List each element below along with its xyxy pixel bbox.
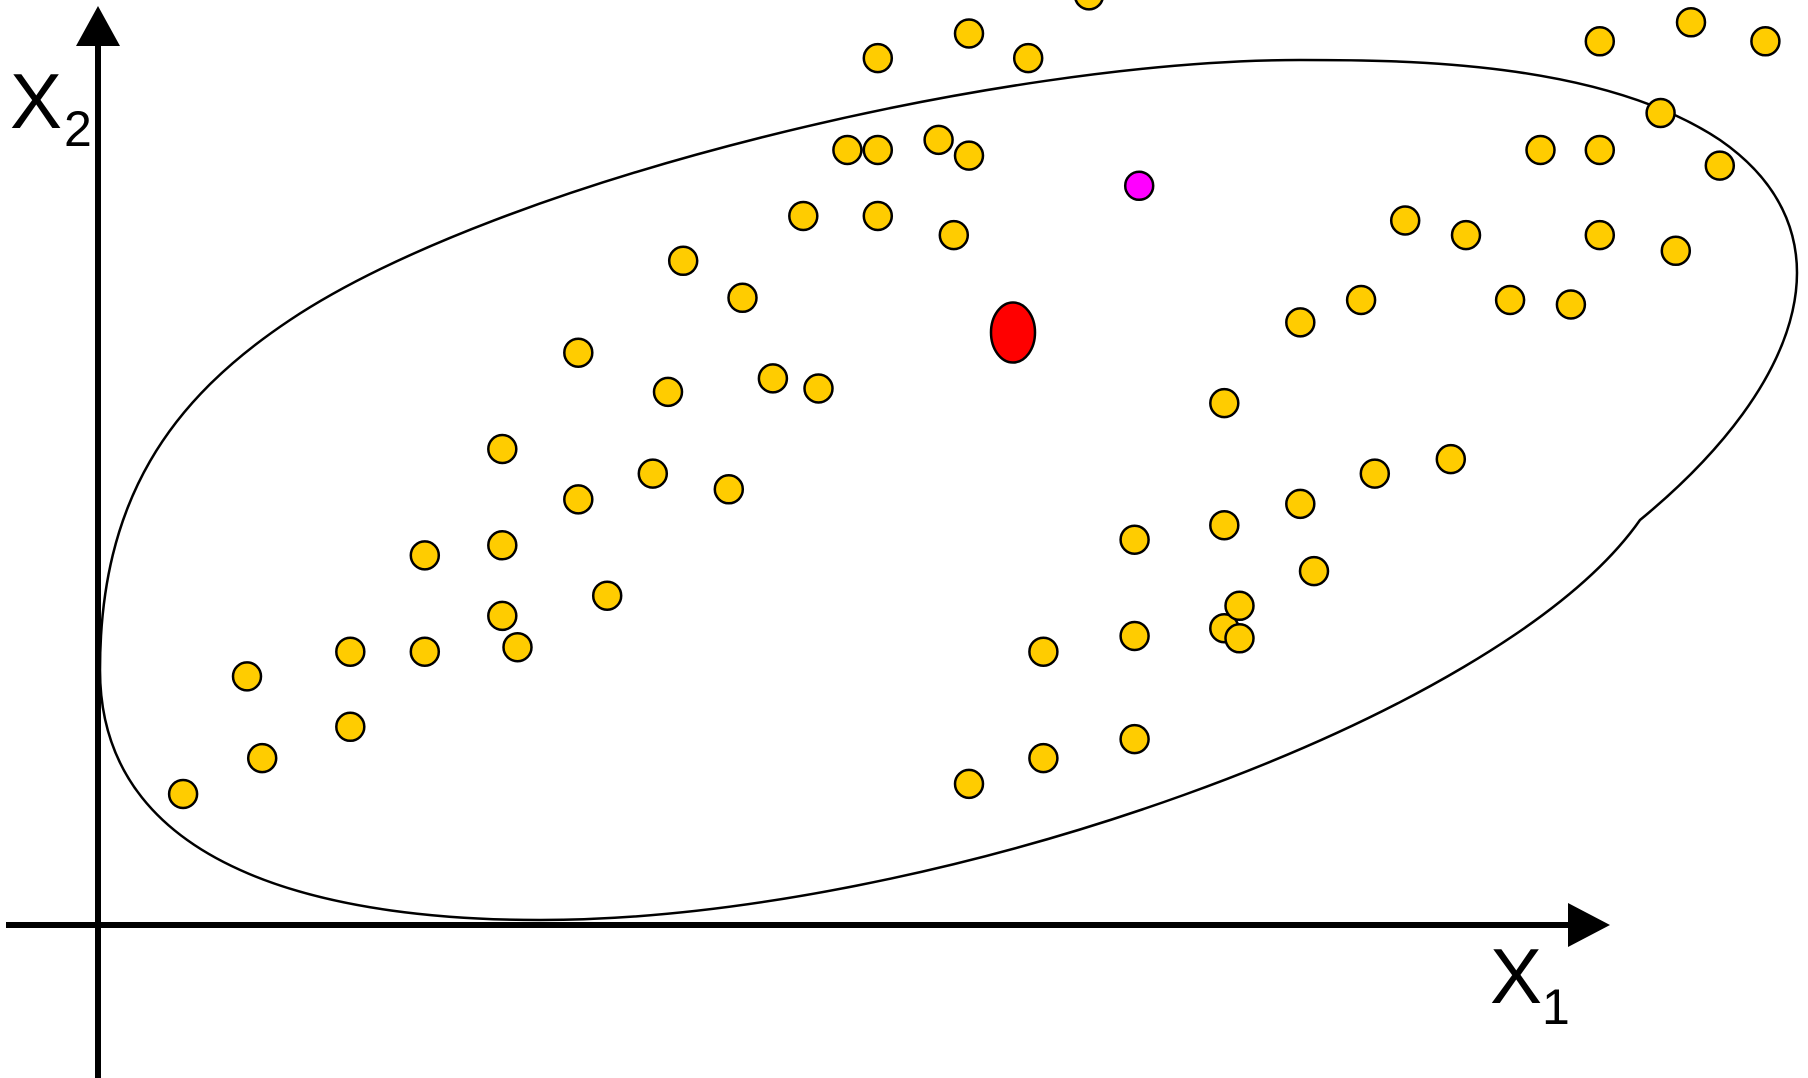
data-point: [502, 631, 533, 663]
data-point: [953, 18, 985, 49]
data-point: [862, 42, 894, 74]
data-point: [803, 373, 834, 404]
data-point: [953, 768, 985, 800]
data-point: [1584, 134, 1616, 166]
centroid-point: [989, 301, 1037, 364]
data-point: [409, 540, 441, 571]
highlight-point: [1123, 170, 1155, 202]
data-point: [1750, 26, 1781, 57]
data-point: [231, 661, 263, 692]
data-point: [652, 376, 684, 408]
data-point: [409, 636, 441, 667]
data-point: [1450, 219, 1482, 251]
data-point: [757, 363, 789, 394]
data-point: [487, 433, 518, 465]
data-point: [1119, 620, 1150, 652]
data-point: [1298, 555, 1330, 587]
data-point: [1285, 307, 1316, 338]
data-point: [246, 742, 278, 774]
data-point: [953, 140, 985, 171]
data-point: [727, 282, 758, 314]
data-point: [637, 458, 669, 489]
data-point: [1645, 97, 1676, 129]
data-point: [1224, 623, 1255, 654]
data-point: [335, 636, 366, 667]
data-point: [563, 484, 594, 515]
data-point: [862, 134, 894, 166]
data-point: [1119, 524, 1150, 555]
data-point: [335, 711, 366, 743]
data-point: [1359, 458, 1391, 489]
y-axis-title-subscript: 2: [64, 101, 92, 157]
x-axis-arrow: [1568, 903, 1610, 947]
x-axis-title: X: [1490, 932, 1542, 1020]
data-point: [1074, 0, 1104, 11]
data-point: [1028, 636, 1059, 667]
data-points: [167, 0, 1781, 810]
data-point: [862, 200, 894, 232]
data-point: [1389, 205, 1421, 236]
data-point: [487, 530, 518, 561]
data-point: [938, 219, 970, 251]
data-point: [1525, 134, 1556, 166]
data-point: [1012, 42, 1044, 74]
data-point: [591, 580, 623, 611]
data-point: [1494, 284, 1526, 316]
data-point: [167, 778, 199, 810]
data-point: [1209, 509, 1240, 541]
y-axis-arrow: [76, 6, 120, 46]
data-point: [832, 134, 863, 166]
y-axis-title: X: [10, 57, 62, 145]
data-point: [1435, 443, 1467, 475]
data-point: [1584, 26, 1616, 57]
data-point: [487, 600, 518, 632]
data-point: [1555, 289, 1587, 320]
data-point: [1660, 235, 1692, 267]
data-point: [563, 337, 594, 368]
data-point: [923, 124, 954, 156]
data-point: [1209, 387, 1240, 419]
data-point: [1675, 7, 1707, 38]
data-point: [1285, 488, 1316, 520]
data-point: [713, 474, 745, 505]
data-point: [1028, 742, 1059, 774]
enclosing-ellipse: [98, 58, 1799, 922]
data-point: [1704, 150, 1736, 181]
data-point: [667, 245, 699, 277]
data-point: [1345, 284, 1377, 316]
x-axis-title-subscript: 1: [1542, 979, 1570, 1035]
data-point: [1224, 590, 1255, 622]
data-point: [1584, 219, 1616, 251]
data-point: [1119, 723, 1150, 755]
data-point: [788, 200, 819, 232]
